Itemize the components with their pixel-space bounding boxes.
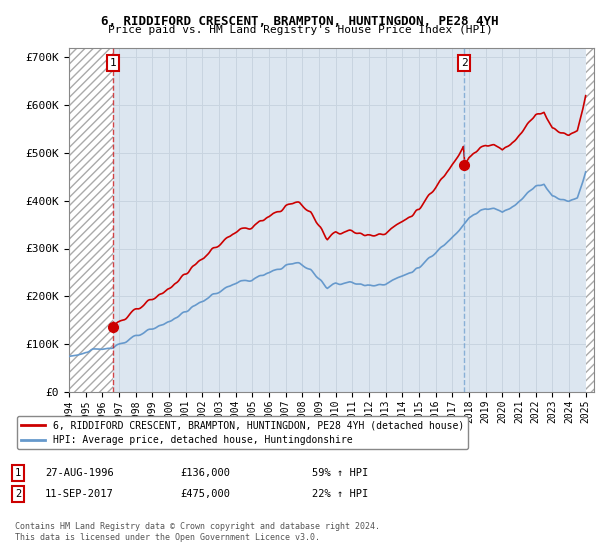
Text: 2: 2 bbox=[15, 489, 21, 499]
Text: 27-AUG-1996: 27-AUG-1996 bbox=[45, 468, 114, 478]
Text: 1: 1 bbox=[15, 468, 21, 478]
Text: Price paid vs. HM Land Registry's House Price Index (HPI): Price paid vs. HM Land Registry's House … bbox=[107, 25, 493, 35]
Text: 11-SEP-2017: 11-SEP-2017 bbox=[45, 489, 114, 499]
Legend: 6, RIDDIFORD CRESCENT, BRAMPTON, HUNTINGDON, PE28 4YH (detached house), HPI: Ave: 6, RIDDIFORD CRESCENT, BRAMPTON, HUNTING… bbox=[17, 417, 468, 449]
Text: £475,000: £475,000 bbox=[180, 489, 230, 499]
Bar bbox=[69, 48, 113, 392]
Text: £136,000: £136,000 bbox=[180, 468, 230, 478]
Text: 2: 2 bbox=[461, 58, 467, 68]
Text: 59% ↑ HPI: 59% ↑ HPI bbox=[312, 468, 368, 478]
Bar bbox=[586, 48, 594, 392]
Text: 6, RIDDIFORD CRESCENT, BRAMPTON, HUNTINGDON, PE28 4YH: 6, RIDDIFORD CRESCENT, BRAMPTON, HUNTING… bbox=[101, 15, 499, 27]
Text: 1: 1 bbox=[110, 58, 117, 68]
Text: Contains HM Land Registry data © Crown copyright and database right 2024.: Contains HM Land Registry data © Crown c… bbox=[15, 522, 380, 531]
Text: 22% ↑ HPI: 22% ↑ HPI bbox=[312, 489, 368, 499]
Text: This data is licensed under the Open Government Licence v3.0.: This data is licensed under the Open Gov… bbox=[15, 533, 320, 542]
